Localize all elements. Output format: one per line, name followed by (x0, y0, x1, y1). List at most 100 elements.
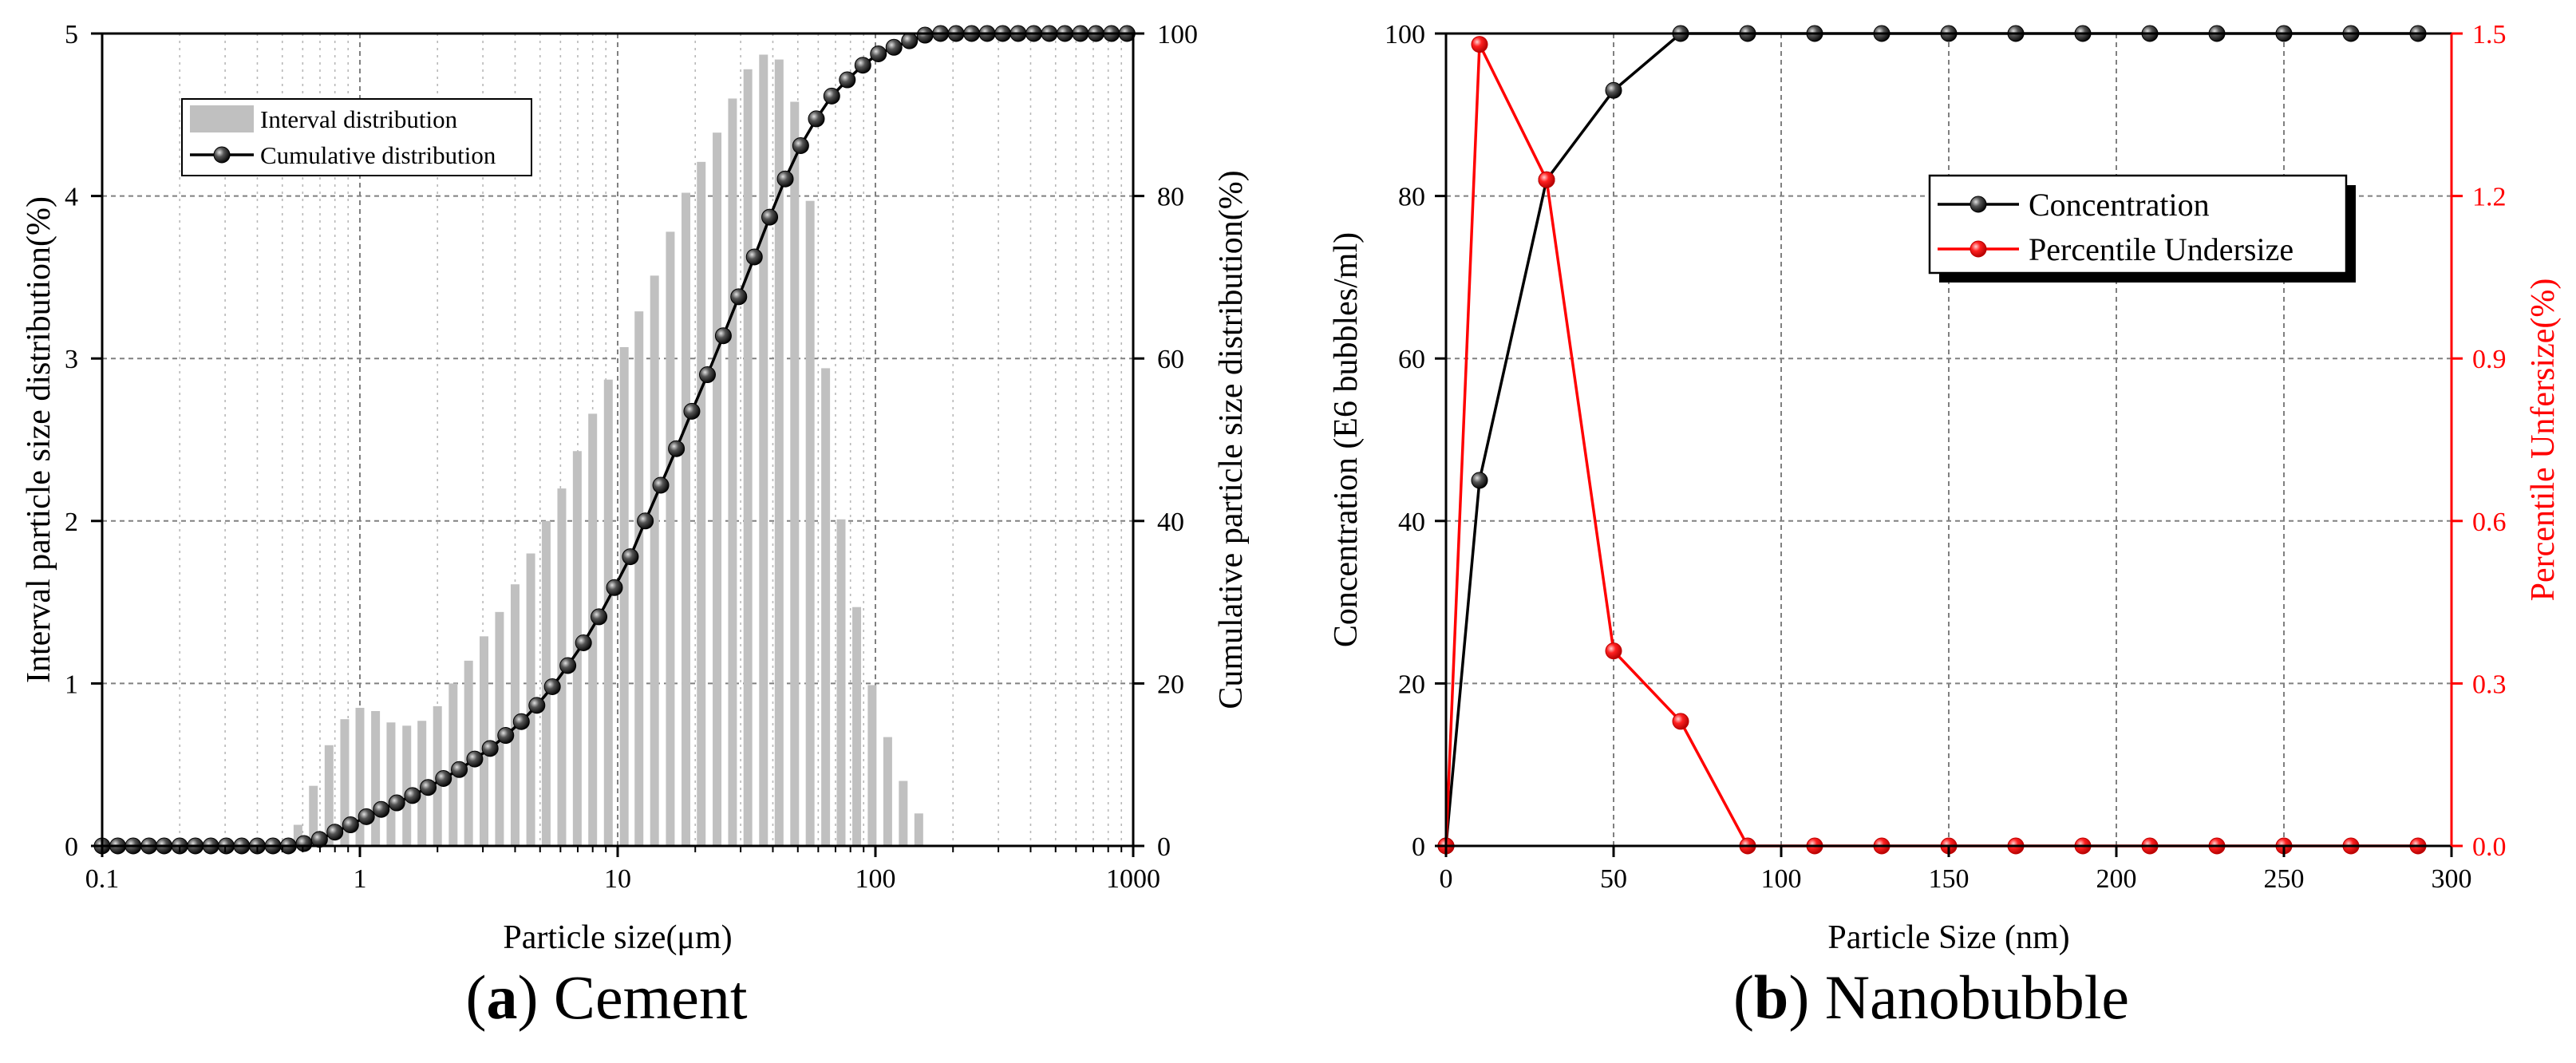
x-tick-label: 1 (354, 864, 367, 894)
interval-bar (386, 722, 396, 846)
concentration-point (1605, 81, 1622, 99)
legend-label-percentile: Percentile Undersize (2029, 231, 2294, 267)
interval-bar (836, 519, 846, 846)
interval-bar (464, 660, 473, 846)
y-tick-label: 0 (1412, 832, 1425, 862)
y-tick-label: 2 (65, 508, 78, 537)
interval-bar (899, 780, 908, 846)
cumulative-point (792, 136, 809, 154)
y-tick-label: 40 (1398, 508, 1425, 537)
y2-tick-label: 40 (1157, 508, 1184, 537)
legend-label-concentration: Concentration (2029, 187, 2210, 223)
percentile-undersize-point (1672, 713, 1689, 730)
cumulative-point (559, 657, 577, 674)
interval-bar (790, 101, 800, 846)
y2-tick-label: 0.3 (2472, 670, 2507, 699)
y-tick-label: 20 (1398, 670, 1425, 699)
cumulative-point (776, 170, 794, 188)
cumulative-point (575, 634, 592, 651)
cumulative-point (512, 713, 530, 730)
cumulative-point (358, 808, 375, 825)
interval-bar (914, 813, 923, 846)
cumulative-point (870, 45, 887, 62)
interval-bar (666, 231, 675, 847)
interval-bar (682, 192, 691, 846)
cumulative-point (730, 288, 748, 306)
y2-tick-label: 0.6 (2472, 508, 2507, 537)
legend-marker-percentile (1970, 240, 1987, 258)
interval-bar (774, 59, 784, 847)
legend-marker-cumulative (213, 146, 231, 164)
interval-bar (697, 161, 706, 846)
cumulative-point (373, 800, 390, 818)
interval-bar (619, 346, 629, 846)
x-tick-label: 150 (1929, 864, 1970, 894)
y-tick-label: 0 (65, 832, 78, 862)
x-tick-label: 0.1 (85, 864, 120, 894)
y2-tick-label: 0 (1157, 832, 1171, 862)
y2-axis-title: Percentile Unfersize(%) (2525, 279, 2562, 602)
interval-bar (759, 54, 768, 846)
caption-label: a (486, 962, 518, 1032)
interval-bar (650, 275, 659, 846)
interval-bar (867, 685, 877, 846)
interval-bar (713, 132, 722, 847)
cumulative-point (481, 740, 499, 757)
cumulative-point (761, 208, 779, 226)
legend-label-interval: Interval distribution (260, 105, 458, 133)
cumulative-point (543, 678, 561, 695)
y-tick-label: 100 (1385, 20, 1425, 49)
y2-tick-label: 20 (1157, 670, 1184, 699)
legend-swatch-interval (190, 105, 254, 132)
caption-label: b (1753, 962, 1789, 1032)
chart-panel-nanobubble: 0 50 100 150 200 250 300 0 20 40 60 80 100 0.0 0.3 0.6 0… (1328, 20, 2562, 956)
interval-bar (883, 737, 892, 846)
cumulative-point (497, 727, 515, 745)
interval-bar (634, 311, 644, 846)
y2-tick-label: 0.9 (2472, 345, 2507, 374)
y2-tick-label: 1.5 (2472, 20, 2507, 49)
cumulative-point (652, 476, 670, 494)
cumulative-point (668, 440, 685, 457)
interval-bar (293, 824, 302, 846)
y2-tick-label: 60 (1157, 345, 1184, 374)
cumulative-point (901, 32, 919, 49)
x-axis-title: Particle size(μm) (503, 919, 732, 956)
cumulative-point (591, 608, 608, 626)
interval-bar (340, 719, 350, 846)
x-tick-label: 100 (855, 864, 896, 894)
interval-bar (572, 451, 582, 846)
cumulative-point (451, 761, 468, 778)
x-tick-label: 300 (2432, 864, 2472, 894)
cumulative-point (637, 512, 654, 530)
cumulative-point (295, 835, 313, 852)
x-tick-label: 100 (1761, 864, 1802, 894)
legend: Interval distribution Cumulative distribu… (181, 98, 532, 176)
interval-bar (821, 368, 831, 846)
cumulative-point (435, 770, 452, 788)
cumulative-point (714, 327, 732, 345)
cumulative-point (854, 57, 871, 74)
x-tick-label: 1000 (1106, 864, 1160, 894)
cumulative-point (528, 697, 546, 714)
interval-bar (743, 69, 753, 847)
chart-panel-cement: 0.1 1 10 100 1000012345020406080100Particle … (21, 20, 1250, 956)
interval-bar (495, 611, 504, 846)
cumulative-point (808, 110, 825, 128)
cumulative-point (606, 579, 623, 596)
cumulative-point (622, 548, 639, 566)
cumulative-point (404, 787, 421, 804)
cumulative-point (342, 816, 359, 834)
cumulative-point (839, 71, 856, 89)
x-tick-label: 250 (2264, 864, 2305, 894)
interval-bar (852, 607, 862, 846)
y2-tick-label: 100 (1157, 20, 1198, 49)
caption-title: Cement (553, 962, 748, 1032)
y-tick-label: 4 (65, 183, 78, 212)
interval-bar (510, 584, 520, 846)
x-axis-title: Particle Size (nm) (1827, 919, 2069, 956)
caption-cement: (a) Cement (465, 962, 748, 1032)
interval-bar (402, 725, 412, 846)
cumulative-point (683, 402, 701, 420)
interval-bar (309, 785, 318, 846)
